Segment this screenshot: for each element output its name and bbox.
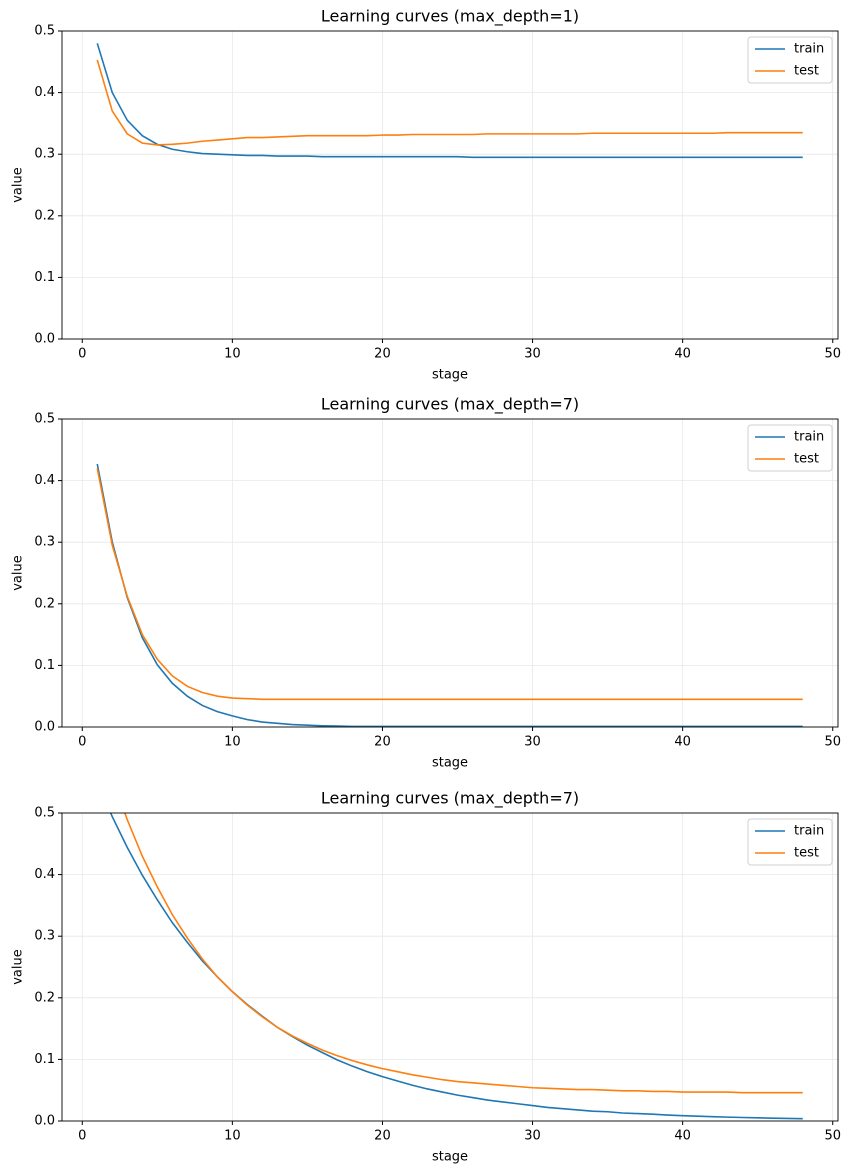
series-line xyxy=(96,43,803,159)
chart: Learning curves (max_depth=7) 0 10 20 30 40 50… xyxy=(11,789,842,1165)
x-tick-label: 30 xyxy=(524,735,541,750)
x-tick-label: 20 xyxy=(374,347,391,362)
legend-label: test xyxy=(794,64,819,79)
series-line xyxy=(96,463,803,727)
y-tick-label: 0.5 xyxy=(34,806,55,821)
x-tick-label: 30 xyxy=(524,347,541,362)
x-tick-label: 10 xyxy=(224,735,241,750)
y-tick-label: 0.5 xyxy=(34,412,55,427)
series-line xyxy=(96,59,803,146)
axes-frame xyxy=(61,418,839,728)
y-tick-label: 0.0 xyxy=(34,720,55,735)
x-tick-label: 50 xyxy=(824,347,841,362)
y-tick-label: 0.5 xyxy=(34,24,55,39)
y-tick-label: 0.0 xyxy=(34,332,55,347)
chart-title: Learning curves (max_depth=7) xyxy=(321,395,579,415)
legend-label: train xyxy=(794,430,824,445)
x-tick-label: 40 xyxy=(674,1129,691,1144)
y-axis-label: value xyxy=(11,949,26,985)
y-tick-label: 0.1 xyxy=(34,658,55,673)
legend-label: test xyxy=(794,452,819,467)
y-tick-label: 0.2 xyxy=(34,208,55,223)
y-tick-label: 0.4 xyxy=(34,867,55,882)
x-tick-label: 50 xyxy=(824,735,841,750)
axes-frame xyxy=(61,812,839,1122)
y-tick-label: 0.1 xyxy=(34,270,55,285)
chart: Learning curves (max_depth=7) 0 10 20 30 40 50… xyxy=(11,395,842,771)
y-tick-label: 0.3 xyxy=(34,147,55,162)
series-line xyxy=(96,468,803,701)
y-tick-label: 0.3 xyxy=(34,535,55,550)
x-axis-label: stage xyxy=(432,368,468,383)
y-tick-label: 0.3 xyxy=(34,929,55,944)
legend-label: train xyxy=(794,42,824,57)
x-tick-label: 30 xyxy=(524,1129,541,1144)
x-axis-label: stage xyxy=(432,1150,468,1165)
x-tick-label: 20 xyxy=(374,1129,391,1144)
x-axis-label: stage xyxy=(432,756,468,771)
x-tick-label: 50 xyxy=(824,1129,841,1144)
chart-title: Learning curves (max_depth=7) xyxy=(321,789,579,809)
y-tick-label: 0.4 xyxy=(34,473,55,488)
y-tick-label: 0.2 xyxy=(34,596,55,611)
x-tick-label: 0 xyxy=(78,347,86,362)
y-tick-label: 0.0 xyxy=(34,1114,55,1129)
axes-frame xyxy=(61,30,839,340)
x-tick-label: 10 xyxy=(224,347,241,362)
chart: Learning curves (max_depth=1) 0 10 20 30 40 50… xyxy=(11,7,842,383)
x-tick-label: 40 xyxy=(674,347,691,362)
y-tick-label: 0.2 xyxy=(34,990,55,1005)
chart-title: Learning curves (max_depth=1) xyxy=(321,7,579,27)
series-line xyxy=(124,813,803,1094)
x-tick-label: 0 xyxy=(78,1129,86,1144)
y-axis-label: value xyxy=(11,555,26,591)
legend-label: train xyxy=(794,824,824,839)
series-line xyxy=(109,813,803,1120)
legend-label: test xyxy=(794,846,819,861)
y-tick-label: 0.4 xyxy=(34,85,55,100)
y-tick-label: 0.1 xyxy=(34,1052,55,1067)
y-axis-label: value xyxy=(11,167,26,203)
x-tick-label: 40 xyxy=(674,735,691,750)
x-tick-label: 20 xyxy=(374,735,391,750)
x-tick-label: 0 xyxy=(78,735,86,750)
x-tick-label: 10 xyxy=(224,1129,241,1144)
